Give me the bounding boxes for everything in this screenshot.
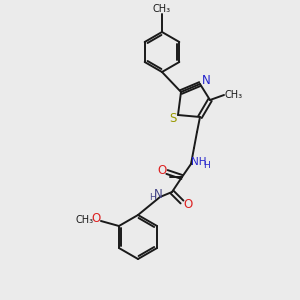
Text: N: N [202, 74, 210, 88]
Text: O: O [183, 199, 193, 212]
Text: CH₃: CH₃ [76, 215, 94, 225]
Text: CH₃: CH₃ [153, 4, 171, 14]
Text: S: S [169, 112, 177, 124]
Text: H: H [204, 160, 210, 169]
Text: CH₃: CH₃ [225, 90, 243, 100]
Text: O: O [158, 164, 166, 176]
Text: NH: NH [191, 157, 207, 167]
Text: H: H [148, 193, 155, 202]
Text: N: N [154, 188, 162, 202]
Text: O: O [91, 212, 101, 224]
